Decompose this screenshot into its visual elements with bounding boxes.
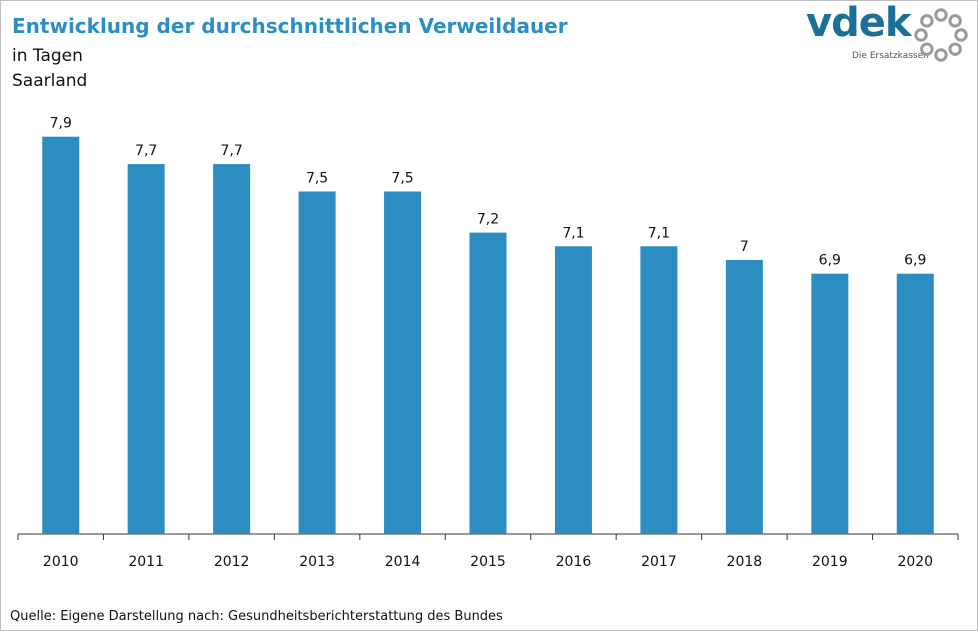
bar bbox=[42, 136, 80, 534]
x-tick-label: 2020 bbox=[897, 554, 933, 570]
logo-wordmark: vdek bbox=[806, 0, 911, 46]
bar bbox=[127, 164, 165, 534]
vdek-logo: vdek Die Ersatzkassen bbox=[806, 0, 968, 66]
data-label: 6,9 bbox=[819, 253, 841, 269]
bar bbox=[811, 273, 849, 534]
x-tick-label: 2018 bbox=[727, 554, 763, 570]
x-tick-label: 2013 bbox=[299, 554, 335, 570]
x-tick-label: 2014 bbox=[385, 554, 421, 570]
logo-ring-dot bbox=[920, 42, 934, 56]
bar bbox=[896, 273, 934, 534]
bar bbox=[640, 246, 678, 535]
source-note: Quelle: Eigene Darstellung nach: Gesundh… bbox=[10, 609, 503, 624]
logo-ring-dot bbox=[948, 14, 962, 28]
data-label: 7,5 bbox=[306, 171, 328, 187]
chart-unit-subtitle: in Tagen bbox=[12, 46, 83, 66]
logo-ring-dot bbox=[914, 28, 928, 42]
data-label: 7,7 bbox=[221, 143, 243, 159]
x-tick-label: 2011 bbox=[128, 554, 164, 570]
bar bbox=[384, 191, 422, 534]
data-label: 7,1 bbox=[562, 225, 584, 241]
data-label: 6,9 bbox=[904, 253, 926, 269]
x-tick-label: 2010 bbox=[43, 554, 79, 570]
chart-region-subtitle: Saarland bbox=[12, 71, 88, 91]
logo-tagline: Die Ersatzkassen bbox=[852, 51, 929, 61]
bar bbox=[725, 260, 763, 534]
data-label: 7,7 bbox=[135, 143, 157, 159]
x-tick-label: 2012 bbox=[214, 554, 250, 570]
data-label: 7,1 bbox=[648, 225, 670, 241]
x-tick-label: 2017 bbox=[641, 554, 677, 570]
bar bbox=[298, 191, 336, 534]
logo-ring-dot bbox=[920, 14, 934, 28]
x-tick-label: 2019 bbox=[812, 554, 848, 570]
bar bbox=[213, 164, 251, 534]
data-label: 7,9 bbox=[50, 116, 72, 132]
logo-ring-dot bbox=[948, 42, 962, 56]
chart-title: Entwicklung der durchschnittlichen Verwe… bbox=[12, 14, 568, 38]
logo-ring-dot bbox=[934, 48, 948, 62]
data-label: 7,5 bbox=[391, 171, 413, 187]
logo-ring-icon bbox=[914, 8, 968, 62]
bar bbox=[469, 232, 507, 534]
logo-ring-dot bbox=[954, 28, 968, 42]
x-tick-label: 2016 bbox=[556, 554, 592, 570]
data-label: 7 bbox=[740, 239, 749, 255]
bar bbox=[554, 246, 592, 535]
data-label: 7,2 bbox=[477, 212, 499, 228]
logo-ring-dot bbox=[934, 8, 948, 22]
x-tick-label: 2015 bbox=[470, 554, 506, 570]
